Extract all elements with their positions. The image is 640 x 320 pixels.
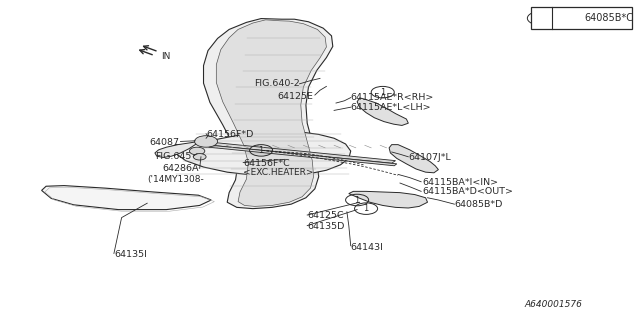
Polygon shape — [204, 19, 333, 209]
Text: 64107J*L: 64107J*L — [408, 153, 451, 162]
Text: 64286A: 64286A — [162, 164, 198, 173]
Text: 1: 1 — [364, 204, 369, 213]
Polygon shape — [205, 142, 396, 163]
Polygon shape — [389, 145, 438, 173]
Polygon shape — [155, 141, 198, 157]
Text: 64156F*C: 64156F*C — [243, 159, 290, 168]
Text: 1: 1 — [539, 14, 544, 23]
Text: 64087: 64087 — [149, 138, 179, 147]
Text: 64085B*D: 64085B*D — [454, 200, 503, 209]
Circle shape — [193, 154, 206, 160]
Text: 64115AE*R<RH>: 64115AE*R<RH> — [351, 93, 434, 102]
Text: 64115BA*D<OUT>: 64115BA*D<OUT> — [422, 188, 513, 196]
Text: <EXC.HEATER>: <EXC.HEATER> — [243, 168, 314, 177]
Polygon shape — [357, 98, 408, 125]
Circle shape — [195, 136, 218, 147]
Text: FIG.640-2: FIG.640-2 — [254, 79, 300, 88]
Circle shape — [189, 147, 205, 155]
Text: ('14MY1308-: ('14MY1308- — [147, 175, 204, 184]
Text: 1: 1 — [380, 88, 385, 97]
Text: 64085B*C: 64085B*C — [584, 13, 634, 23]
Text: 1: 1 — [355, 196, 360, 204]
Polygon shape — [172, 131, 351, 176]
Text: A640001576: A640001576 — [525, 300, 582, 309]
Text: 64156F*D: 64156F*D — [206, 130, 253, 139]
Text: 64135D: 64135D — [307, 222, 344, 231]
Text: 64115AE*L<LH>: 64115AE*L<LH> — [351, 103, 431, 112]
Text: 64125E: 64125E — [278, 92, 314, 100]
Text: IN: IN — [161, 52, 171, 61]
Polygon shape — [216, 20, 326, 206]
Text: FIG.645: FIG.645 — [156, 152, 192, 161]
Polygon shape — [349, 191, 428, 208]
Text: 64115BA*I<IN>: 64115BA*I<IN> — [422, 178, 499, 187]
Text: 1: 1 — [259, 146, 264, 155]
Text: 64135I: 64135I — [114, 250, 147, 259]
Text: 64143I: 64143I — [351, 243, 383, 252]
Polygon shape — [42, 186, 211, 210]
Text: 64125C: 64125C — [307, 212, 344, 220]
FancyBboxPatch shape — [531, 7, 632, 29]
Polygon shape — [209, 145, 397, 166]
